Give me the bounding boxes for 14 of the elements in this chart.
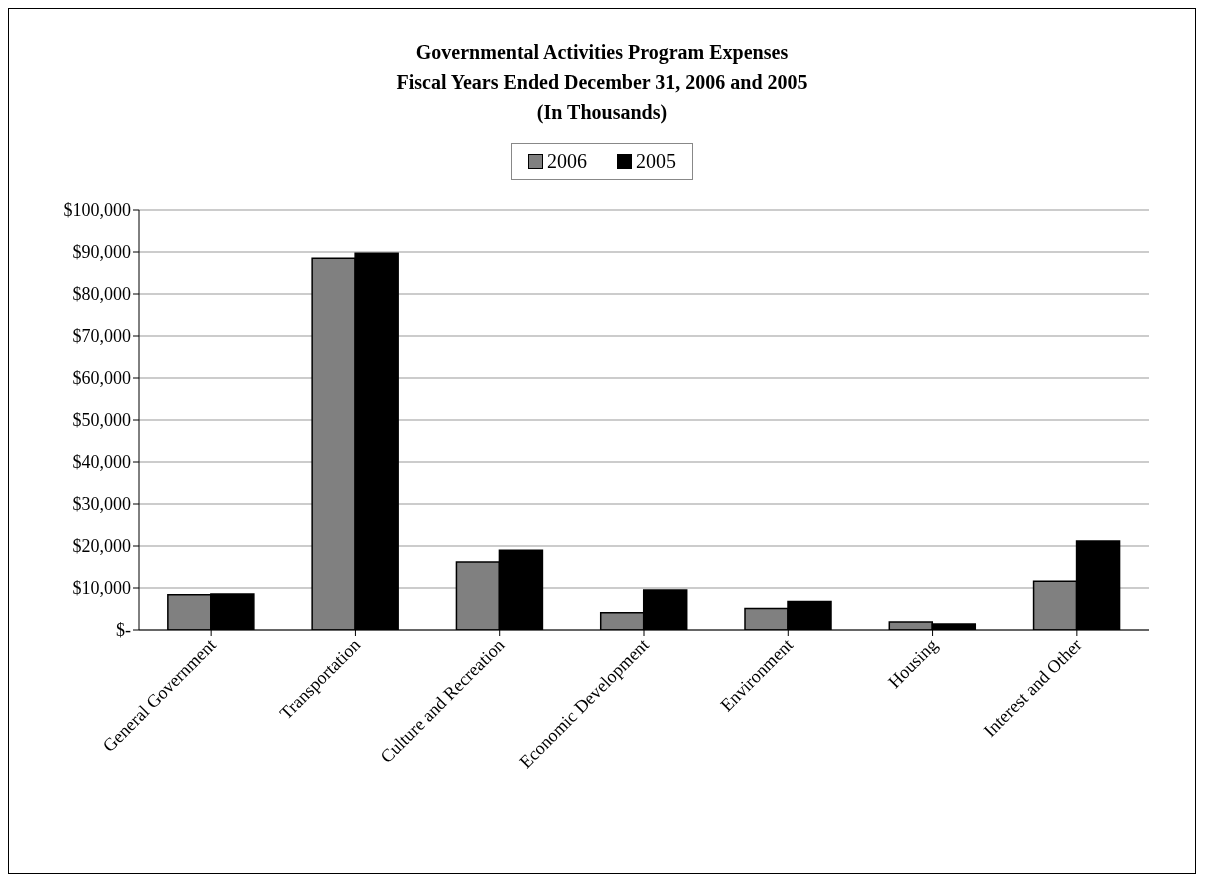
y-tick-label: $60,000 (72, 368, 131, 389)
y-tick-label: $50,000 (72, 410, 131, 431)
legend-label: 2005 (635, 150, 676, 173)
y-tick-label: $30,000 (72, 494, 131, 515)
y-tick-label: $10,000 (72, 578, 131, 599)
y-tick-label: $100,000 (63, 200, 131, 221)
y-tick-label: $40,000 (72, 452, 131, 473)
legend-label: 2006 (546, 150, 587, 173)
y-tick-label: $80,000 (72, 284, 131, 305)
y-tick-label: $70,000 (72, 326, 131, 347)
y-tick-label: $90,000 (72, 242, 131, 263)
y-tick-label: $20,000 (72, 536, 131, 557)
y-tick-label: $- (116, 620, 131, 641)
chart-title: Governmental Activities Program Expenses Fiscal Years Ended December 31, 2006 and 2005 (In Thousands) (395, 40, 809, 126)
